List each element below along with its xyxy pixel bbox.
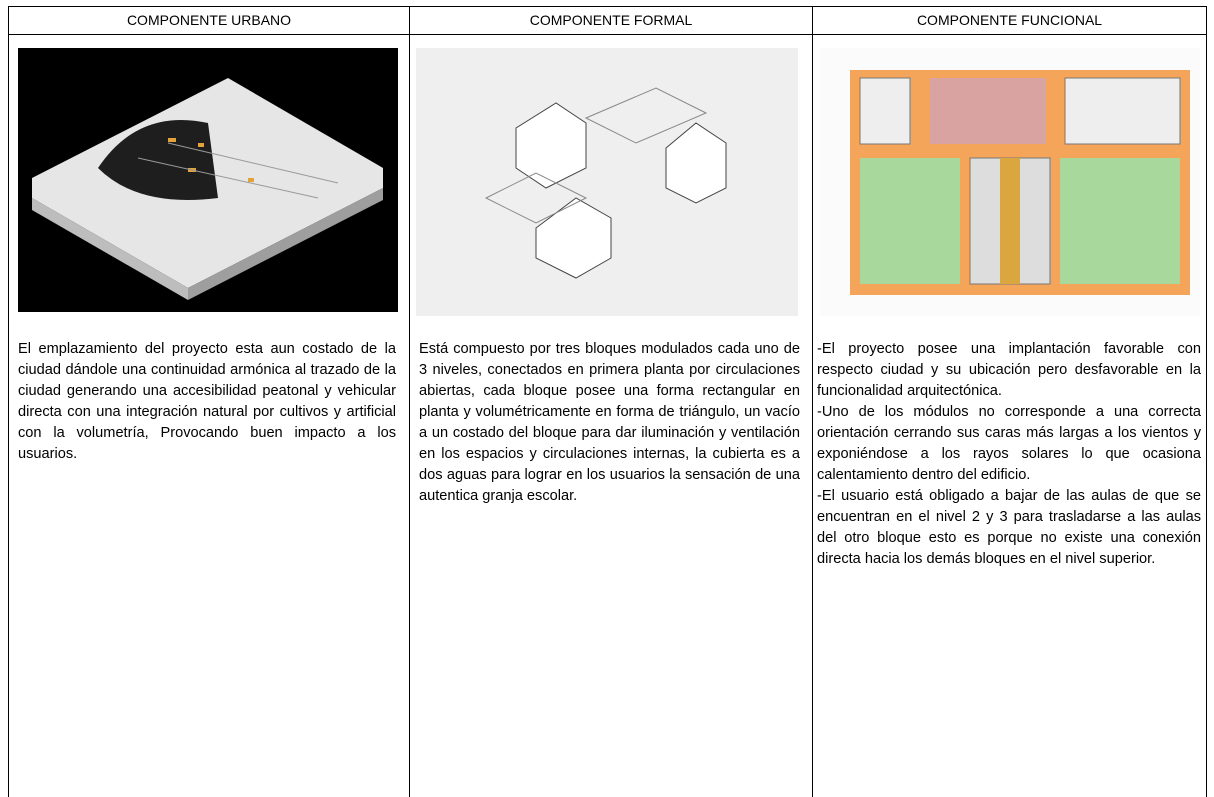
table-border (8, 6, 9, 797)
paragraph: Está compuesto por tres bloques modulado… (419, 341, 800, 504)
paragraph: -El proyecto posee una implantación favo… (817, 341, 1201, 399)
functional-image (820, 48, 1200, 316)
column-header: COMPONENTE FORMAL (529, 12, 693, 28)
column-text: -El proyecto posee una implantación favo… (817, 339, 1201, 570)
column-text: El emplazamiento del proyecto esta aun c… (18, 339, 396, 465)
urban-image (18, 48, 398, 312)
paragraph: -El usuario está obligado a bajar de las… (817, 488, 1201, 567)
table-border (8, 34, 1207, 35)
table-border (409, 6, 410, 797)
formal-image (416, 48, 798, 316)
table-border (1206, 6, 1207, 797)
column-header: COMPONENTE URBANO (126, 12, 292, 28)
paragraph: -Uno de los módulos no corresponde a una… (817, 404, 1201, 483)
column-header: COMPONENTE FUNCIONAL (916, 12, 1103, 28)
table-border (8, 6, 1207, 7)
paragraph: El emplazamiento del proyecto esta aun c… (18, 341, 396, 462)
column-text: Está compuesto por tres bloques modulado… (419, 339, 800, 507)
table-border (812, 6, 813, 797)
